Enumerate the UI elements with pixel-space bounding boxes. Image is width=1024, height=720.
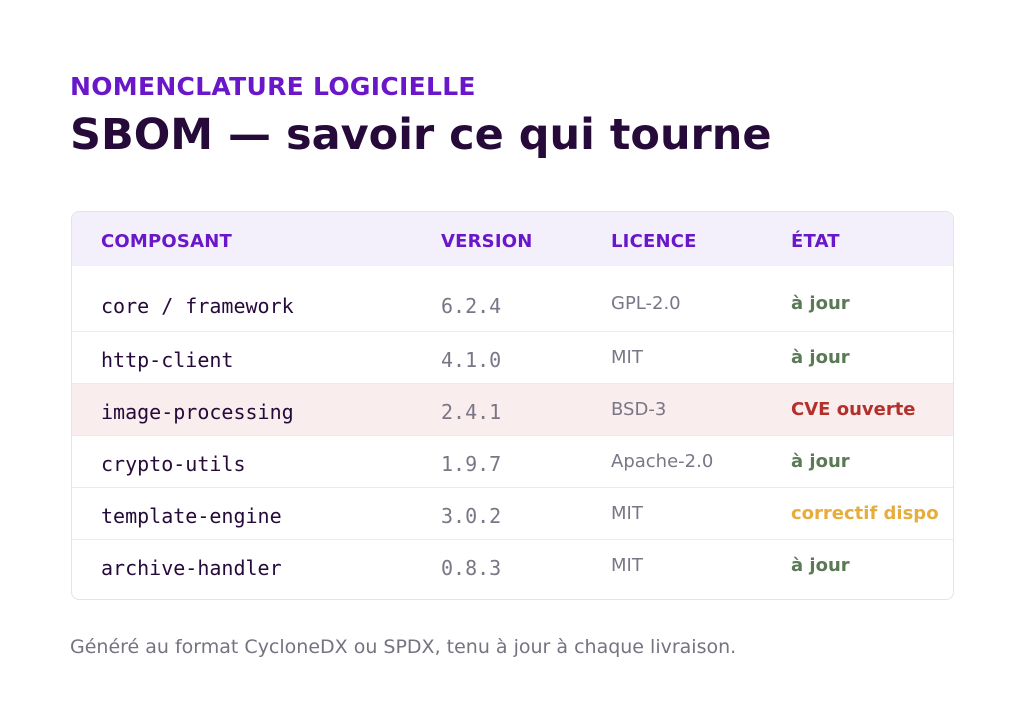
cell-component: core / framework — [101, 294, 294, 318]
cell-state: à jour — [791, 555, 850, 576]
cell-state: à jour — [791, 451, 850, 472]
cell-state: à jour — [791, 347, 850, 368]
cell-license: MIT — [611, 347, 643, 368]
cell-version: 4.1.0 — [441, 348, 502, 372]
cell-component: http-client — [101, 348, 234, 372]
cell-component: archive-handler — [101, 556, 282, 580]
page-title: SBOM — savoir ce qui tourne — [70, 110, 772, 160]
cell-component: template-engine — [101, 504, 282, 528]
table-row: http-client 4.1.0 MIT à jour — [72, 331, 953, 384]
table-row: archive-handler 0.8.3 MIT à jour — [72, 539, 953, 592]
cell-component: crypto-utils — [101, 452, 246, 476]
cell-state: correctif dispo — [791, 503, 939, 524]
cell-state: à jour — [791, 293, 850, 314]
eyebrow-label: NOMENCLATURE LOGICIELLE — [70, 72, 476, 101]
cell-license: MIT — [611, 503, 643, 524]
cell-version: 3.0.2 — [441, 504, 502, 528]
cell-license: MIT — [611, 555, 643, 576]
cell-state: CVE ouverte — [791, 399, 916, 420]
footer-note: Généré au format CycloneDX ou SPDX, tenu… — [70, 636, 737, 658]
column-header-component: COMPOSANT — [101, 231, 232, 252]
cell-license: GPL-2.0 — [611, 293, 681, 314]
table-row: template-engine 3.0.2 MIT correctif dispo — [72, 487, 953, 540]
column-header-state: ÉTAT — [791, 231, 840, 252]
table-row: image-processing 2.4.1 BSD-3 CVE ouverte — [72, 383, 953, 436]
cell-component: image-processing — [101, 400, 294, 424]
column-header-license: LICENCE — [611, 231, 697, 252]
cell-license: Apache-2.0 — [611, 451, 714, 472]
table-row: core / framework 6.2.4 GPL-2.0 à jour — [72, 278, 953, 330]
cell-version: 0.8.3 — [441, 556, 502, 580]
table-header: COMPOSANT VERSION LICENCE ÉTAT — [72, 212, 953, 266]
sbom-table: COMPOSANT VERSION LICENCE ÉTAT core / fr… — [71, 211, 954, 600]
cell-version: 2.4.1 — [441, 400, 502, 424]
table-row: crypto-utils 1.9.7 Apache-2.0 à jour — [72, 435, 953, 488]
cell-license: BSD-3 — [611, 399, 667, 420]
column-header-version: VERSION — [441, 231, 533, 252]
cell-version: 1.9.7 — [441, 452, 502, 476]
cell-version: 6.2.4 — [441, 294, 502, 318]
